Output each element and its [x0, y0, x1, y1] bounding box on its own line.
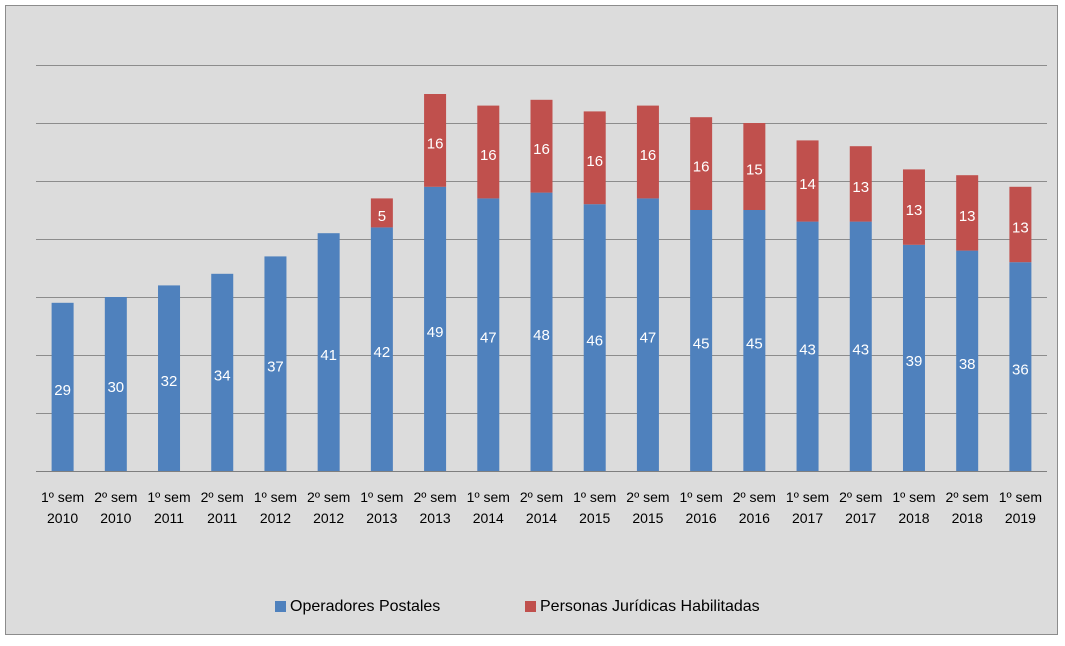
data-label: 49	[427, 324, 444, 341]
data-label: 13	[959, 208, 976, 225]
data-label: 45	[746, 335, 763, 352]
x-tick-label: 2º sem 2011	[201, 489, 244, 526]
data-label: 42	[374, 344, 391, 361]
data-label: 16	[533, 141, 550, 158]
bar-segment	[902, 244, 925, 471]
bar-segment	[956, 175, 979, 251]
x-tick-label: 1º sem 2018	[892, 489, 935, 526]
data-label: 29	[54, 382, 71, 399]
data-label: 13	[1012, 219, 1029, 236]
data-label: 47	[480, 330, 497, 347]
x-tick-label: 1º sem 2014	[467, 489, 510, 526]
bar-segment	[690, 210, 713, 471]
bar-segment	[743, 123, 766, 210]
data-label: 38	[959, 356, 976, 373]
legend-swatch	[525, 601, 536, 612]
x-tick-label: 1º sem 2012	[254, 489, 297, 526]
data-label: 5	[378, 208, 386, 225]
x-tick-label: 1º sem 2010	[41, 489, 84, 526]
x-tick-label: 1º sem 2011	[147, 489, 190, 526]
legend-swatch	[275, 601, 286, 612]
bar-segment	[370, 227, 393, 471]
data-label: 47	[640, 330, 657, 347]
x-tick-label: 2º sem 2012	[307, 489, 350, 526]
data-label: 43	[799, 341, 816, 358]
bar-segment	[849, 146, 872, 222]
bar-segment	[743, 210, 766, 471]
data-label: 43	[852, 341, 869, 358]
bar-segment	[583, 204, 606, 471]
bar-segment	[636, 198, 659, 471]
data-label: 32	[161, 373, 178, 390]
bar-segment	[690, 117, 713, 210]
x-tick-label: 1º sem 2013	[360, 489, 403, 526]
bar-segment	[583, 111, 606, 205]
x-tick-label: 1º sem 2016	[680, 489, 723, 526]
data-label: 45	[693, 335, 710, 352]
data-label: 36	[1012, 362, 1029, 379]
x-tick-label: 2º sem 2016	[733, 489, 776, 526]
bar-segment	[317, 233, 340, 471]
bar-segment	[1009, 262, 1032, 471]
x-tick-label: 2º sem 2018	[946, 489, 989, 526]
data-label: 48	[533, 327, 550, 344]
data-label: 39	[906, 353, 923, 370]
data-label: 41	[320, 347, 337, 364]
data-label: 15	[746, 161, 763, 178]
bar-segment	[158, 285, 181, 471]
bar-segment	[370, 198, 393, 228]
x-tick-label: 2º sem 2014	[520, 489, 563, 526]
bar-segment	[849, 221, 872, 471]
legend-label: Operadores Postales	[290, 598, 440, 615]
x-tick-label: 2º sem 2013	[413, 489, 456, 526]
x-tick-label: 1º sem 2015	[573, 489, 616, 526]
data-label: 16	[480, 147, 497, 164]
bar-segment	[211, 273, 234, 471]
bar-segment	[796, 140, 819, 222]
data-label: 16	[693, 159, 710, 176]
x-tick-label: 1º sem 2019	[999, 489, 1042, 526]
legend-label: Personas Jurídicas Habilitadas	[540, 598, 760, 615]
data-label: 16	[427, 135, 444, 152]
data-label: 16	[586, 153, 603, 170]
bar-segment	[477, 198, 500, 471]
data-label: 14	[799, 176, 816, 193]
data-label: 30	[107, 379, 124, 396]
x-tick-label: 2º sem 2015	[626, 489, 669, 526]
bar-segment	[1009, 186, 1032, 263]
bar-segment	[796, 221, 819, 471]
bar-segment	[104, 297, 127, 471]
bar-segment	[956, 250, 979, 471]
data-label: 16	[640, 147, 657, 164]
data-label: 13	[852, 179, 869, 196]
data-label: 34	[214, 367, 231, 384]
x-tick-label: 2º sem 2010	[94, 489, 137, 526]
data-label: 13	[906, 202, 923, 219]
data-label: 46	[586, 333, 603, 350]
bar-segment	[530, 192, 553, 471]
bar-segment	[51, 302, 74, 471]
data-label: 37	[267, 359, 284, 376]
bar-segment	[530, 99, 553, 193]
bar-segment	[902, 169, 925, 245]
bar-segment	[424, 94, 447, 187]
bar-segment	[477, 105, 500, 199]
x-tick-label: 2º sem 2017	[839, 489, 882, 526]
bar-segment	[636, 105, 659, 199]
bar-segment	[264, 256, 287, 471]
bar-segment	[424, 186, 447, 472]
x-tick-label: 1º sem 2017	[786, 489, 829, 526]
